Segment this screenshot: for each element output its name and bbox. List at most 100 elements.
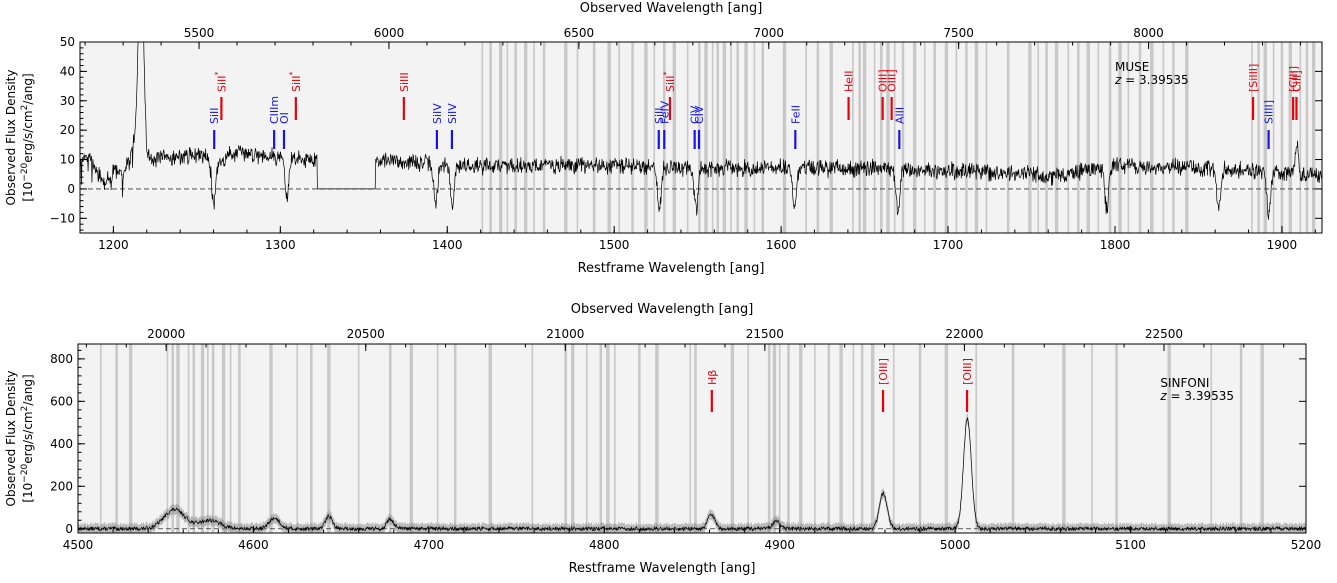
sky-line-band: [221, 344, 226, 533]
sky-line-band: [1305, 42, 1309, 233]
y-units-part: erg/s/cm: [21, 110, 35, 162]
line-label: SiII: [208, 107, 221, 124]
y-tick-label: 40: [60, 64, 75, 78]
x-tick-label: 5200: [1291, 538, 1322, 552]
line-label: OIII]: [877, 69, 890, 92]
top-tick-label: 6500: [564, 26, 595, 40]
top-tick-label: 22500: [1145, 327, 1183, 341]
x-axis: 1200 1300 1400 1500 1600 1700 1800 1900 Restfram…: [79, 226, 1316, 276]
y-tick-label: 200: [50, 479, 73, 493]
sky-line-band: [166, 344, 169, 533]
sky-line-band: [1210, 344, 1213, 533]
sky-line-band: [827, 344, 831, 533]
sky-line-band: [614, 344, 616, 533]
sky-line-band: [564, 42, 568, 233]
sky-line-band: [409, 344, 414, 533]
top-axis: 5500 6000 6500 7000 7500 8000 Observed Wavelen…: [84, 1, 1301, 49]
sky-line-band: [1011, 344, 1015, 533]
line-label: SiIII: [398, 72, 411, 92]
sky-line-band: [736, 42, 739, 233]
sky-line-band: [880, 42, 883, 233]
x-tick-label: 4800: [589, 538, 620, 552]
sky-line-band: [799, 344, 803, 533]
sky-line-band: [1097, 42, 1100, 233]
sky-line-band: [873, 42, 876, 233]
redshift-label: z = 3.39535: [1159, 389, 1234, 403]
y-axis: 0 200 400 600 800 Observed Flux Density [10−20…: [4, 349, 1306, 536]
sky-line-band: [606, 344, 610, 533]
sky-line-band: [839, 344, 843, 533]
sky-line-band: [357, 344, 360, 533]
sky-line-band: [704, 42, 708, 233]
sky-line-band: [787, 344, 790, 533]
sky-line-band: [653, 42, 656, 233]
sky-line-band: [933, 42, 936, 233]
sky-line-band: [489, 42, 492, 233]
y-tick-label: 20: [60, 123, 75, 137]
x-tick-label: 4700: [414, 538, 445, 552]
line-label: [SiIII]: [1247, 64, 1260, 92]
sky-line-band: [985, 42, 988, 233]
redshift-symbol: z: [1159, 389, 1167, 403]
sky-line-band: [805, 42, 807, 233]
sky-line-band: [1288, 42, 1292, 233]
top-tick-label: 6000: [374, 26, 405, 40]
y-tick-label: 400: [50, 437, 73, 451]
top-tick-label: 21500: [746, 327, 784, 341]
sky-line-bands: [481, 42, 1316, 233]
line-label: SiII*: [213, 71, 228, 92]
y-units-exponent: 2: [20, 105, 30, 111]
sky-line-band: [974, 42, 979, 233]
y-units-exponent: −20: [20, 162, 30, 181]
sky-line-band: [782, 42, 787, 233]
line-label: SiIV: [446, 103, 459, 124]
sky-line-band: [944, 42, 949, 233]
line-label: SiIII]: [1263, 100, 1276, 124]
sky-line-band: [1045, 42, 1048, 233]
redshift-value: = 3.39535: [1167, 389, 1234, 403]
sky-line-band: [1108, 42, 1112, 233]
y-units-part: /ang]: [21, 73, 35, 104]
line-label: Hβ: [706, 370, 719, 385]
sky-line-band: [1260, 344, 1264, 533]
sky-line-band: [1311, 42, 1316, 233]
sky-line-band: [1185, 42, 1189, 233]
sky-line-band: [816, 42, 820, 233]
line-label: FeIV: [658, 100, 671, 124]
y-tick-label: 10: [60, 153, 75, 167]
line-label: CIV: [689, 105, 702, 124]
sky-line-band: [730, 344, 735, 533]
y-units-part: erg/s/cm: [21, 411, 35, 463]
sky-line-band: [893, 42, 896, 233]
sky-line-band: [694, 344, 697, 533]
line-label: CIII]: [1290, 70, 1303, 92]
sky-line-band: [852, 344, 855, 533]
top-tick-label: 20000: [147, 327, 185, 341]
sky-line-band: [767, 344, 771, 533]
sky-line-band: [542, 42, 546, 233]
line-label: CIIIm: [268, 96, 281, 124]
sky-line-band: [1251, 42, 1253, 233]
top-tick-label: 22000: [945, 327, 983, 341]
redshift-symbol: z: [1114, 73, 1122, 87]
y-tick-label: 30: [60, 94, 75, 108]
top-tick-label: 7000: [753, 26, 784, 40]
sky-line-band: [689, 344, 692, 533]
sky-line-band: [296, 344, 299, 533]
sky-line-band: [115, 344, 118, 533]
sky-line-band: [229, 344, 232, 533]
y-units-part: [10: [21, 182, 35, 202]
sky-line-band: [772, 344, 777, 533]
sky-line-band: [1118, 42, 1122, 233]
spectrum-line: [78, 417, 1306, 532]
sky-line-band: [187, 344, 190, 533]
y-tick-label: 50: [60, 35, 75, 49]
line-identifications: Hβ [OIII] [OIII]: [706, 358, 974, 412]
sky-line-band: [918, 344, 922, 533]
sky-line-band: [533, 42, 535, 233]
sky-line-band: [1257, 42, 1260, 233]
sky-line-band: [829, 42, 833, 233]
